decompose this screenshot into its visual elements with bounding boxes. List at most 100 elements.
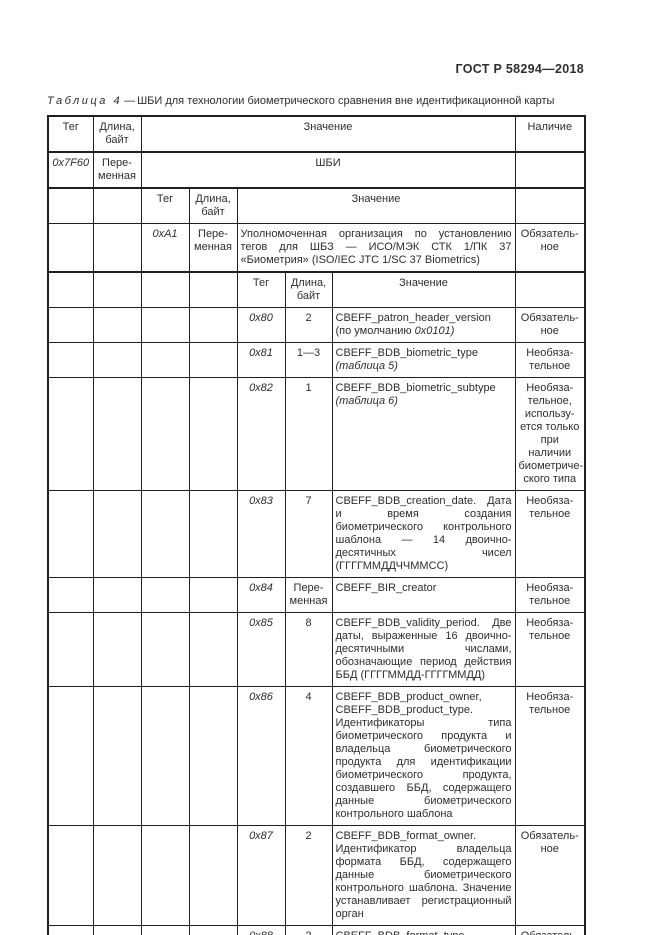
cell-presence-0x86: Необяза- тельное xyxy=(514,686,586,826)
cell-value-0x88: CBEFF_BDB_format_type. Идентификатор тип… xyxy=(331,925,516,935)
empty-cell xyxy=(140,377,190,491)
cell-value-0x84: CBEFF_BIR_creator xyxy=(331,577,516,613)
empty-cell xyxy=(47,187,94,224)
empty-cell xyxy=(188,612,238,687)
empty-cell xyxy=(92,223,142,273)
cell-value-0x86: CBEFF_BDB_product_owner, CBEFF_BDB_produ… xyxy=(331,686,516,826)
cell-value-0xA1: Уполномоченная организация по установлен… xyxy=(236,223,516,273)
cell-presence-0x84: Необяза- тельное xyxy=(514,577,586,613)
empty-cell xyxy=(92,490,142,578)
empty-cell xyxy=(188,307,238,343)
cell-tag-0x84: 0x84 xyxy=(236,577,286,613)
header-row-level2: Тег Длина, байт Значение xyxy=(47,187,586,224)
header-cell-presence: Наличие xyxy=(514,115,586,153)
empty-cell xyxy=(140,342,190,378)
header-cell-length: Длина, байт xyxy=(92,115,142,153)
cell-length-0x83: 7 xyxy=(284,490,333,578)
cell-tag-0x85: 0x85 xyxy=(236,612,286,687)
cell-tag-0x81: 0x81 xyxy=(236,342,286,378)
cell-presence-0x87: Обязатель- ное xyxy=(514,825,586,926)
table-caption-label: Таблица 4 xyxy=(47,95,123,107)
empty-cell xyxy=(47,577,94,613)
cell-tag-0x7F60: 0x7F60 xyxy=(47,151,94,189)
empty-cell xyxy=(92,187,142,224)
cell-length-0x82: 1 xyxy=(284,377,333,491)
empty-cell xyxy=(140,925,190,935)
empty-cell xyxy=(92,377,142,491)
empty-cell xyxy=(47,223,94,273)
field-note: (таблица 6) xyxy=(335,395,398,407)
empty-cell xyxy=(92,342,142,378)
header-cell-value: Значение xyxy=(140,115,516,153)
empty-cell xyxy=(140,612,190,687)
cell-tag-0x87: 0x87 xyxy=(236,825,286,926)
empty-cell xyxy=(92,612,142,687)
cell-length-0x81: 1—3 xyxy=(284,342,333,378)
empty-cell xyxy=(188,271,238,308)
cell-tag-0x83: 0x83 xyxy=(236,490,286,578)
cell-presence-0x82: Необяза- тельное, использу- ется только … xyxy=(514,377,586,491)
row-shbi: 0x7F60 Пере- менная ШБИ xyxy=(47,151,586,189)
empty-cell xyxy=(47,686,94,826)
cell-value-0x82: CBEFF_BDB_biometric_subtype (таблица 6) xyxy=(331,377,516,491)
empty-cell xyxy=(140,307,190,343)
header2-cell-value: Значение xyxy=(236,187,516,224)
empty-cell xyxy=(514,187,586,224)
cell-length-0xA1: Пере- менная xyxy=(188,223,238,273)
table-caption-title: ШБИ для технологии биометрического сравн… xyxy=(137,95,555,107)
empty-cell xyxy=(47,271,94,308)
cell-length-0x88: 2 xyxy=(284,925,333,935)
header-row-level3: Тег Длина, байт Значение xyxy=(47,271,586,308)
cell-value-0x81: CBEFF_BDB_biometric_type (таблица 5) xyxy=(331,342,516,378)
empty-cell xyxy=(140,490,190,578)
field-note-hex: 0x0101) xyxy=(414,325,455,337)
empty-cell xyxy=(140,686,190,826)
row-0x82: 0x82 1 CBEFF_BDB_biometric_subtype (табл… xyxy=(47,377,586,491)
header-cell-tag: Тег xyxy=(47,115,94,153)
empty-cell xyxy=(92,825,142,926)
cell-length-0x85: 8 xyxy=(284,612,333,687)
cell-length-0x84: Пере- менная xyxy=(284,577,333,613)
row-0x83: 0x83 7 CBEFF_BDB_creation_date. Дата и в… xyxy=(47,490,586,578)
empty-cell xyxy=(188,825,238,926)
empty-cell xyxy=(47,825,94,926)
row-0x88: 0x88 2 CBEFF_BDB_format_type. Идентифика… xyxy=(47,925,586,935)
empty-cell xyxy=(92,925,142,935)
empty-cell xyxy=(47,342,94,378)
cell-value-0x87: CBEFF_BDB_format_owner. Идентификатор вл… xyxy=(331,825,516,926)
row-0x81: 0x81 1—3 CBEFF_BDB_biometric_type (табли… xyxy=(47,342,586,378)
field-name: CBEFF_BDB_biometric_subtype xyxy=(335,382,496,394)
empty-cell xyxy=(188,925,238,935)
header-row-level1: Тег Длина, байт Значение Наличие xyxy=(47,115,586,153)
cell-tag-0x82: 0x82 xyxy=(236,377,286,491)
field-note-text: (по умолчанию xyxy=(335,325,415,337)
cell-presence-0x85: Необяза- тельное xyxy=(514,612,586,687)
empty-cell xyxy=(140,577,190,613)
empty-cell xyxy=(92,271,142,308)
empty-cell xyxy=(188,342,238,378)
empty-cell xyxy=(92,307,142,343)
cell-value-0x83: CBEFF_BDB_creation_date. Дата и время со… xyxy=(331,490,516,578)
field-name: CBEFF_BDB_biometric_type xyxy=(335,347,478,359)
empty-cell xyxy=(47,490,94,578)
empty-cell xyxy=(47,925,94,935)
cell-tag-0x88: 0x88 xyxy=(236,925,286,935)
empty-cell xyxy=(188,377,238,491)
empty-cell xyxy=(47,612,94,687)
header3-cell-length: Длина, байт xyxy=(284,271,333,308)
empty-cell xyxy=(47,377,94,491)
empty-cell xyxy=(47,307,94,343)
cell-value-0x80: CBEFF_patron_header_version (по умолчани… xyxy=(331,307,516,343)
empty-cell xyxy=(140,271,190,308)
cell-tag-0x80: 0x80 xyxy=(236,307,286,343)
empty-cell xyxy=(92,686,142,826)
doc-code: ГОСТ Р 58294—2018 xyxy=(455,62,584,76)
row-0x84: 0x84 Пере- менная CBEFF_BIR_creator Необ… xyxy=(47,577,586,613)
empty-cell xyxy=(514,271,586,308)
cell-presence-0x83: Необяза- тельное xyxy=(514,490,586,578)
field-note: (по умолчанию 0x0101) xyxy=(336,325,512,338)
empty-cell xyxy=(140,825,190,926)
cell-presence-0x7F60 xyxy=(514,151,586,189)
cell-presence-0x80: Обязатель- ное xyxy=(514,307,586,343)
